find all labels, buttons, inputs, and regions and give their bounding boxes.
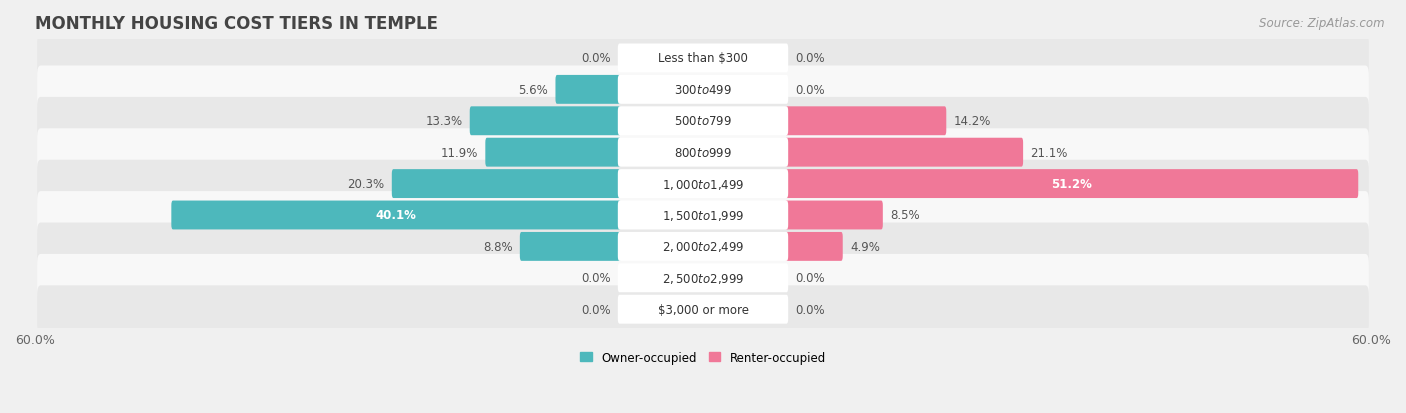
FancyBboxPatch shape	[485, 138, 621, 167]
FancyBboxPatch shape	[617, 138, 789, 167]
Text: 0.0%: 0.0%	[581, 52, 610, 65]
FancyBboxPatch shape	[617, 264, 789, 292]
Text: $1,000 to $1,499: $1,000 to $1,499	[662, 177, 744, 191]
Text: $300 to $499: $300 to $499	[673, 84, 733, 97]
Text: 21.1%: 21.1%	[1031, 146, 1067, 159]
FancyBboxPatch shape	[172, 201, 621, 230]
Text: $2,000 to $2,499: $2,000 to $2,499	[662, 240, 744, 254]
FancyBboxPatch shape	[617, 201, 789, 230]
FancyBboxPatch shape	[37, 35, 1369, 83]
FancyBboxPatch shape	[785, 107, 946, 136]
FancyBboxPatch shape	[617, 170, 789, 199]
FancyBboxPatch shape	[37, 192, 1369, 239]
Text: $800 to $999: $800 to $999	[673, 146, 733, 159]
FancyBboxPatch shape	[785, 138, 1024, 167]
FancyBboxPatch shape	[785, 233, 842, 261]
Text: 51.2%: 51.2%	[1052, 178, 1092, 191]
Text: 8.5%: 8.5%	[890, 209, 920, 222]
Text: $3,000 or more: $3,000 or more	[658, 303, 748, 316]
FancyBboxPatch shape	[37, 129, 1369, 177]
FancyBboxPatch shape	[37, 97, 1369, 145]
Text: MONTHLY HOUSING COST TIERS IN TEMPLE: MONTHLY HOUSING COST TIERS IN TEMPLE	[35, 15, 437, 33]
Text: $1,500 to $1,999: $1,500 to $1,999	[662, 209, 744, 223]
FancyBboxPatch shape	[37, 254, 1369, 302]
FancyBboxPatch shape	[785, 170, 1358, 199]
FancyBboxPatch shape	[617, 45, 789, 73]
Text: 8.8%: 8.8%	[484, 240, 513, 253]
Text: 4.9%: 4.9%	[851, 240, 880, 253]
Text: 14.2%: 14.2%	[953, 115, 991, 128]
FancyBboxPatch shape	[617, 107, 789, 136]
FancyBboxPatch shape	[470, 107, 621, 136]
Text: 0.0%: 0.0%	[796, 52, 825, 65]
Legend: Owner-occupied, Renter-occupied: Owner-occupied, Renter-occupied	[575, 346, 831, 368]
Text: 5.6%: 5.6%	[519, 84, 548, 97]
FancyBboxPatch shape	[617, 76, 789, 104]
FancyBboxPatch shape	[520, 233, 621, 261]
Text: 0.0%: 0.0%	[796, 303, 825, 316]
Text: 0.0%: 0.0%	[796, 84, 825, 97]
FancyBboxPatch shape	[37, 286, 1369, 333]
Text: Less than $300: Less than $300	[658, 52, 748, 65]
Text: 20.3%: 20.3%	[347, 178, 385, 191]
FancyBboxPatch shape	[392, 170, 621, 199]
Text: 11.9%: 11.9%	[440, 146, 478, 159]
FancyBboxPatch shape	[37, 223, 1369, 271]
Text: 0.0%: 0.0%	[796, 272, 825, 285]
FancyBboxPatch shape	[555, 76, 621, 104]
Text: 40.1%: 40.1%	[375, 209, 416, 222]
Text: 0.0%: 0.0%	[581, 272, 610, 285]
FancyBboxPatch shape	[37, 160, 1369, 208]
Text: 0.0%: 0.0%	[581, 303, 610, 316]
FancyBboxPatch shape	[37, 66, 1369, 114]
Text: Source: ZipAtlas.com: Source: ZipAtlas.com	[1260, 17, 1385, 29]
Text: 13.3%: 13.3%	[426, 115, 463, 128]
Text: $2,500 to $2,999: $2,500 to $2,999	[662, 271, 744, 285]
FancyBboxPatch shape	[785, 201, 883, 230]
FancyBboxPatch shape	[617, 233, 789, 261]
Text: $500 to $799: $500 to $799	[673, 115, 733, 128]
FancyBboxPatch shape	[617, 295, 789, 324]
